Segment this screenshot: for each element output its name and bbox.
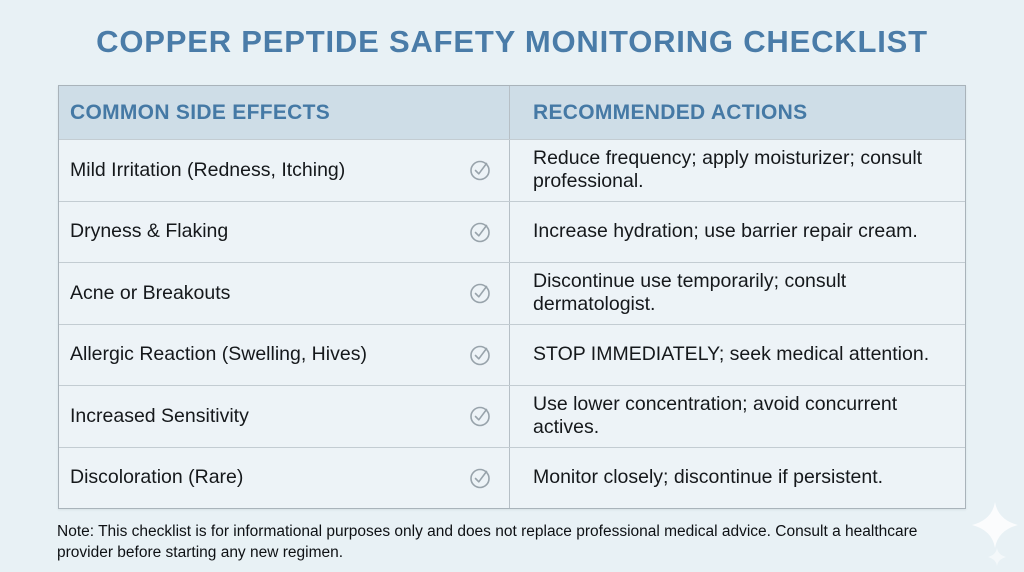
side-effect-label: Mild Irritation (Redness, Itching) [70, 158, 346, 181]
column-header-side-effects: COMMON SIDE EFFECTS [70, 100, 331, 124]
table-row: Discoloration (Rare) Monitor closely; di… [59, 446, 965, 508]
check-circle-icon [467, 403, 493, 429]
side-effect-label: Allergic Reaction (Swelling, Hives) [70, 343, 367, 365]
table-row: Increased Sensitivity Use lower concentr… [59, 385, 965, 447]
page-title: COPPER PEPTIDE SAFETY MONITORING CHECKLI… [96, 24, 928, 59]
table-row: Dryness & Flaking Increase hydration; us… [59, 200, 965, 262]
check-circle-icon [467, 342, 493, 368]
check-circle-icon [467, 219, 493, 245]
recommended-action-text: Reduce frequency; apply moisturizer; con… [533, 146, 923, 193]
side-effect-label: Discoloration (Rare) [70, 466, 244, 488]
sparkle-icon [972, 502, 1018, 548]
table-row: Allergic Reaction (Swelling, Hives) STOP… [59, 323, 965, 385]
column-header-recommended-actions: RECOMMENDED ACTIONS [509, 86, 965, 139]
check-circle-icon [467, 465, 493, 491]
side-effect-label: Dryness & Flaking [70, 220, 229, 242]
recommended-action-text: Monitor closely; discontinue if persiste… [533, 466, 884, 488]
table-header-row: COMMON SIDE EFFECTS RECOMMENDED ACTIONS [59, 86, 965, 139]
check-circle-icon [467, 280, 493, 306]
recommended-action-text: STOP IMMEDIATELY; seek medical attention… [533, 343, 930, 365]
safety-checklist-table: COMMON SIDE EFFECTS RECOMMENDED ACTIONS … [58, 85, 966, 509]
table-row: Acne or Breakouts Discontinue use tempor… [59, 262, 965, 324]
table-row: Mild Irritation (Redness, Itching) Reduc… [59, 139, 965, 201]
side-effect-label: Increased Sensitivity [70, 404, 249, 427]
side-effect-label: Acne or Breakouts [70, 281, 231, 304]
recommended-action-text: Discontinue use temporarily; consult der… [533, 269, 847, 316]
recommended-action-text: Use lower concentration; avoid concurren… [533, 392, 898, 439]
check-circle-icon [467, 157, 493, 183]
sparkle-icon [988, 548, 1006, 566]
recommended-action-text: Increase hydration; use barrier repair c… [533, 220, 918, 242]
disclaimer-note: Note: This checklist is for informationa… [57, 523, 918, 561]
